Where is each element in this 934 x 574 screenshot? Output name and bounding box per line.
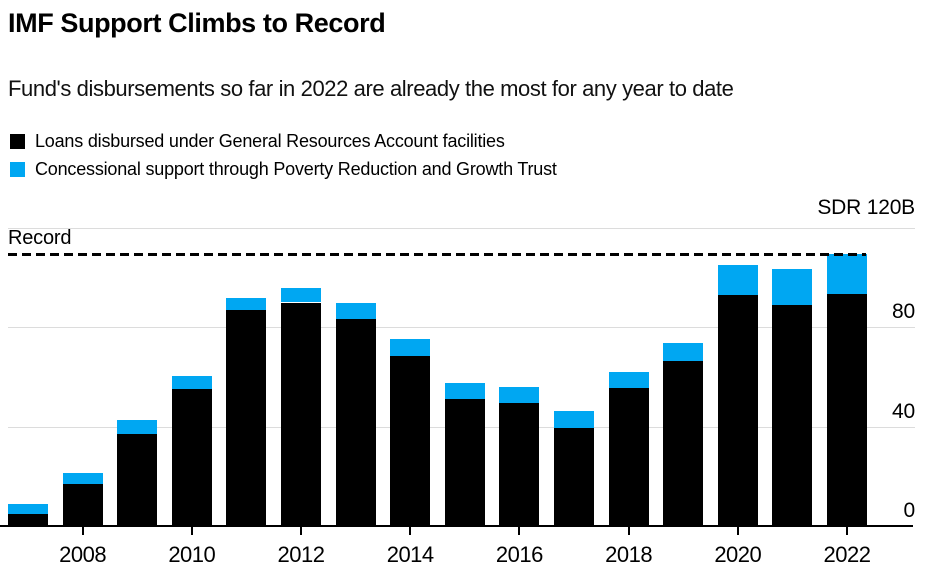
bar-gra-2019 [663, 360, 704, 526]
x-tick-2018 [627, 527, 630, 535]
bar-gra-2012 [281, 302, 321, 526]
bar-gra-2009 [117, 434, 158, 526]
chart-subtitle: Fund's disbursements so far in 2022 are … [8, 76, 734, 101]
bar-prgt-2015 [444, 383, 485, 400]
x-axis-line [0, 525, 913, 527]
y-tick-label-80: 80 [892, 300, 915, 324]
bar-prgt-2007 [8, 503, 48, 514]
bar-prgt-2009 [117, 420, 158, 435]
bar-gra-2016 [499, 403, 540, 526]
bar-gra-2022 [827, 293, 867, 526]
bar-prgt-2016 [499, 386, 540, 404]
legend-label-prgt: Concessional support through Poverty Red… [35, 158, 557, 179]
bar-prgt-2013 [335, 302, 376, 319]
y-axis-unit-label: SDR 120B [817, 196, 915, 219]
chart-title: IMF Support Climbs to Record [8, 8, 386, 38]
bar-prgt-2011 [226, 297, 267, 310]
bar-prgt-2018 [608, 372, 649, 389]
x-tick-label-2018: 2018 [605, 542, 653, 567]
bar-gra-2014 [390, 355, 431, 526]
legend-swatch-gra-icon [10, 133, 25, 149]
y-gridline-120 [8, 228, 915, 229]
bar-gra-2010 [171, 389, 212, 526]
record-label: Record [8, 227, 72, 249]
bar-gra-2017 [554, 427, 594, 526]
bar-gra-2021 [772, 304, 813, 526]
x-tick-label-2020: 2020 [714, 542, 762, 567]
y-gridline-80 [8, 327, 915, 329]
record-dashed-line [8, 253, 866, 257]
x-tick-2014 [409, 527, 412, 535]
legend-swatch-prgt-icon [10, 161, 25, 177]
y-tick-label-40: 40 [892, 399, 915, 423]
x-tick-label-2008: 2008 [59, 542, 107, 567]
bar-gra-2011 [226, 309, 267, 526]
bar-prgt-2017 [554, 410, 594, 428]
bar-prgt-2012 [281, 287, 321, 303]
x-tick-label-2012: 2012 [277, 542, 325, 567]
bar-gra-2018 [608, 388, 649, 526]
x-tick-label-2010: 2010 [168, 542, 216, 567]
bar-gra-2008 [62, 483, 103, 526]
y-tick-label-0: 0 [903, 499, 916, 522]
x-tick-2020 [736, 527, 739, 535]
bar-prgt-2021 [772, 268, 813, 305]
legend-item-prgt: Concessional support through Poverty Red… [10, 159, 557, 179]
x-tick-2022 [846, 527, 848, 535]
x-tick-label-2016: 2016 [495, 542, 543, 567]
bar-prgt-2008 [62, 472, 103, 484]
bar-prgt-2014 [390, 338, 431, 356]
bar-gra-2020 [717, 295, 758, 526]
bar-prgt-2022 [827, 254, 867, 294]
x-tick-label-2014: 2014 [386, 542, 434, 567]
x-tick-2012 [300, 527, 302, 535]
bar-prgt-2019 [663, 343, 704, 361]
x-tick-2008 [81, 527, 84, 535]
x-tick-2016 [518, 527, 521, 535]
bar-gra-2013 [335, 318, 376, 526]
legend-label-gra: Loans disbursed under General Resources … [35, 130, 505, 151]
bar-gra-2015 [444, 399, 485, 526]
x-tick-2010 [190, 527, 193, 535]
bar-gra-2007 [8, 513, 48, 526]
bar-prgt-2020 [717, 265, 758, 296]
x-tick-label-2022: 2022 [823, 542, 871, 567]
legend-item-gra: Loans disbursed under General Resources … [10, 131, 505, 151]
bar-prgt-2010 [171, 375, 212, 390]
